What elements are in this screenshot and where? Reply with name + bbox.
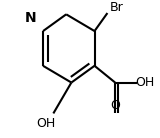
- Text: OH: OH: [36, 117, 55, 130]
- Text: N: N: [24, 11, 36, 25]
- Text: O: O: [110, 99, 120, 112]
- Text: Br: Br: [110, 1, 124, 14]
- Text: OH: OH: [135, 76, 154, 89]
